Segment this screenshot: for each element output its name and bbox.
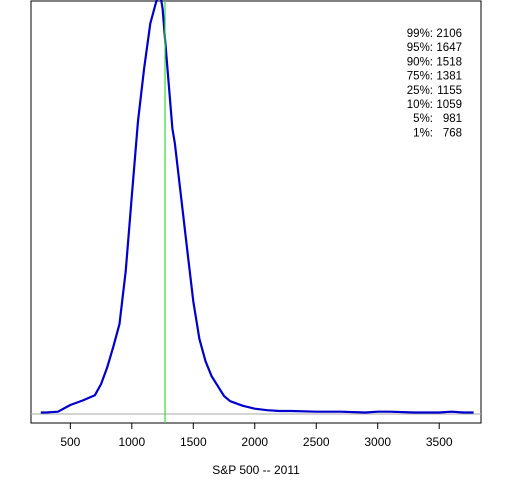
quantile-value: 1155 [437,85,462,97]
x-tick-label: 2000 [241,435,268,449]
x-tick-label: 1000 [118,435,145,449]
x-tick-label: 3500 [426,435,453,449]
quantile-value: 1059 [436,99,462,111]
x-axis-label: S&P 500 -- 2011 [212,463,300,477]
quantile-label: 90%: [407,56,433,68]
quantile-value: 1518 [436,56,462,68]
x-tick-label: 500 [60,435,80,449]
quantile-label: 95%: [407,42,433,54]
x-tick-label: 2500 [303,435,330,449]
quantile-value: 1381 [436,71,462,83]
quantile-label: 1%: [413,127,433,139]
quantile-label: 99%: [407,28,433,40]
x-tick-label: 1500 [180,435,207,449]
quantile-label: 75%: [407,71,433,83]
quantile-value: 1647 [436,42,462,54]
quantile-label: 25%: [407,85,433,97]
quantile-label: 10%: [407,99,433,111]
quantile-label: 5%: [413,113,433,125]
quantile-value: 2106 [436,28,462,40]
x-axis: 500 1000 1500 2000 2500 3000 3500 [60,423,453,449]
quantile-value: 981 [443,113,462,125]
x-tick-label: 3000 [364,435,391,449]
plot-box [30,0,482,424]
quantile-value: 768 [443,127,462,139]
density-line [40,0,474,414]
